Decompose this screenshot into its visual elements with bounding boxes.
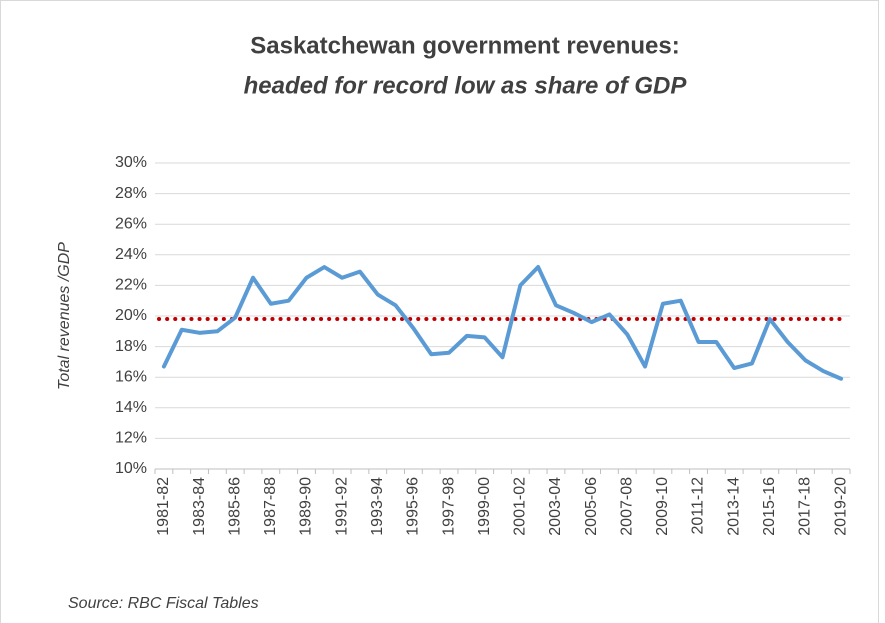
y-tick-label: 16% (115, 368, 147, 385)
chart-subtitle: headed for record low as share of GDP (244, 72, 688, 99)
y-tick-label: 22% (115, 277, 147, 294)
source-note: Source: RBC Fiscal Tables (68, 595, 259, 612)
chart-title: Saskatchewan government revenues: (250, 32, 680, 59)
y-tick-label: 20% (115, 307, 147, 324)
x-tick-label: 2011-12 (690, 477, 707, 535)
x-tick-label: 1989-90 (298, 477, 315, 536)
x-tick-label: 2007-08 (618, 477, 635, 536)
x-tick-label: 2013-14 (725, 477, 742, 536)
x-tick-label: 2015-16 (761, 477, 778, 536)
y-tick-label: 28% (115, 185, 147, 202)
x-tick-label: 1985-86 (226, 477, 243, 536)
x-tick-label: 1987-88 (262, 477, 279, 536)
x-tick-label: 1997-98 (440, 477, 457, 536)
y-tick-label: 18% (115, 338, 147, 355)
y-tick-label: 30% (115, 154, 147, 171)
y-axis-label: Total revenues /GDP (56, 242, 73, 390)
x-tick-label: 2003-04 (547, 477, 564, 536)
x-tick-label: 2017-18 (797, 477, 814, 536)
x-tick-label: 1993-94 (369, 477, 386, 536)
y-tick-label: 24% (115, 246, 147, 263)
x-tick-label: 2009-10 (654, 477, 671, 536)
x-tick-label: 2001-02 (512, 477, 529, 536)
series-line (161, 265, 844, 381)
x-tick-label: 2019-20 (832, 477, 849, 536)
y-tick-label: 14% (115, 399, 147, 416)
x-tick-label: 1999-00 (476, 477, 493, 536)
x-tick-label: 1995-96 (405, 477, 422, 536)
y-tick-label: 26% (115, 215, 147, 232)
x-tick-label: 2005-06 (583, 477, 600, 536)
x-tick-label: 1983-84 (191, 477, 208, 536)
y-tick-label: 10% (115, 460, 147, 477)
x-tick-label: 1981-82 (155, 477, 172, 536)
x-tick-label: 1991-92 (333, 477, 350, 536)
y-tick-label: 12% (115, 430, 147, 447)
